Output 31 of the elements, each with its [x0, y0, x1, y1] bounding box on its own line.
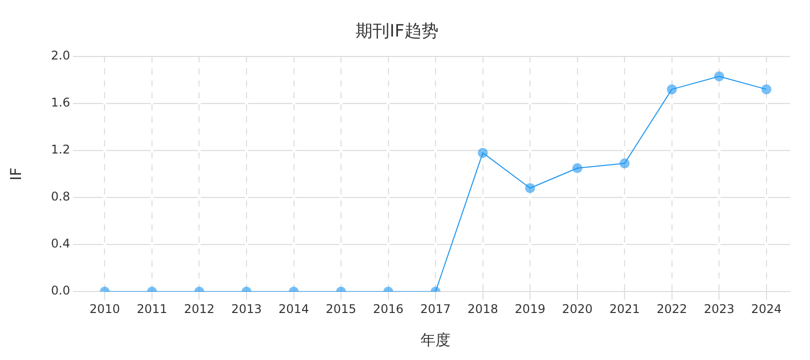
- y-tick-label: 2.0: [50, 48, 70, 63]
- x-axis-title: 年度: [420, 330, 451, 349]
- x-tick-label: 2023: [704, 302, 734, 316]
- x-tick-label: 2011: [136, 302, 168, 316]
- y-tick-label: 1.6: [50, 96, 70, 110]
- y-tick-label: 0.4: [50, 236, 70, 251]
- x-tick-label: 2024: [751, 302, 782, 316]
- x-tick-label: 2020: [562, 302, 593, 316]
- x-tick-label: 2015: [326, 302, 356, 316]
- x-tick-label: 2010: [89, 302, 120, 316]
- x-tick-label: 2022: [656, 302, 688, 316]
- point: [572, 163, 582, 174]
- x-tick-label: 2019: [514, 302, 546, 316]
- point: [761, 84, 772, 94]
- point: [478, 148, 488, 158]
- x-tick-label: 2013: [231, 302, 262, 316]
- point: [714, 71, 724, 82]
- y-tick-label: 0.8: [50, 190, 70, 204]
- point: [666, 84, 677, 94]
- y-tick-label: 0.0: [50, 284, 70, 298]
- chart-title: 期刊IF趋势: [356, 22, 438, 42]
- point: [525, 183, 536, 194]
- point: [620, 158, 630, 168]
- x-tick-label: 2014: [278, 302, 310, 316]
- y-tick-label: 1.2: [50, 142, 70, 157]
- y-axis-title: IF: [6, 167, 25, 181]
- x-tick-label: 2021: [609, 302, 640, 316]
- x-tick-label: 2012: [184, 302, 215, 316]
- x-tick-label: 2017: [420, 302, 451, 316]
- x-tick-label: 2018: [468, 302, 498, 316]
- x-tick-label: 2016: [373, 302, 404, 316]
